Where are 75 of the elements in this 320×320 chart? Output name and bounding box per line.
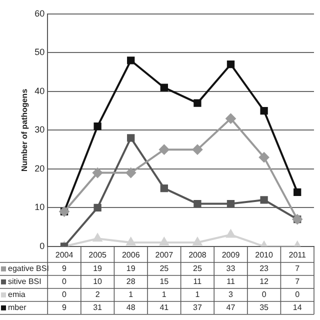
point <box>259 152 270 162</box>
data-label: 0 <box>62 277 68 286</box>
data-label: 25 <box>160 264 170 274</box>
data-label: 25 <box>193 264 202 274</box>
x-tick-label: 2005 <box>88 250 108 260</box>
y-tick-label: 60 <box>34 8 45 18</box>
data-label: 47 <box>226 303 236 312</box>
y-tick-label: 10 <box>34 202 45 212</box>
data-label: 41 <box>160 303 170 312</box>
legend-label: sitive BSI <box>8 277 42 286</box>
data-label: 31 <box>93 303 103 312</box>
point <box>127 134 135 142</box>
point <box>94 204 102 212</box>
point <box>226 114 236 124</box>
y-tick-label: 0 <box>40 240 45 251</box>
data-label: 2 <box>95 290 100 300</box>
data-label: 48 <box>126 303 136 312</box>
x-tick-label: 2006 <box>122 250 140 260</box>
x-tick-label: 2010 <box>255 250 274 260</box>
point <box>294 188 302 196</box>
data-label: 35 <box>260 303 270 312</box>
data-label: 23 <box>260 264 270 274</box>
data-label: 19 <box>93 264 103 274</box>
point <box>260 196 268 204</box>
data-label: 33 <box>226 264 236 274</box>
y-axis-title: Number of pathogens <box>20 88 30 172</box>
point <box>226 230 236 238</box>
data-label: 14 <box>292 303 302 312</box>
data-label: 11 <box>226 277 236 286</box>
data-label: 7 <box>295 264 300 274</box>
point <box>192 238 202 246</box>
data-label: 28 <box>126 277 136 286</box>
point <box>194 99 202 107</box>
y-tick-label: 30 <box>34 124 45 135</box>
y-tick-label: 50 <box>34 47 45 58</box>
y-tick-label: 20 <box>34 163 45 174</box>
y-tick-label: 40 <box>34 86 45 96</box>
point <box>126 168 136 178</box>
data-label: 12 <box>260 277 270 286</box>
data-label: 11 <box>193 277 202 286</box>
point <box>93 234 102 242</box>
data-label: 1 <box>162 290 167 300</box>
x-tick-label: 2011 <box>288 250 307 260</box>
point <box>126 238 136 246</box>
point <box>260 107 268 115</box>
data-label: 1 <box>195 290 200 300</box>
point <box>226 200 235 208</box>
data-label: 0 <box>295 290 300 300</box>
legend-label: mber <box>8 303 27 312</box>
point <box>160 84 168 92</box>
point <box>127 56 135 64</box>
x-tick-label: 2009 <box>222 250 240 260</box>
point <box>92 168 103 178</box>
point <box>194 200 202 208</box>
point <box>159 144 170 155</box>
x-tick-label: 2007 <box>155 250 174 260</box>
point <box>226 60 235 68</box>
data-label: 19 <box>126 264 136 274</box>
data-label: 7 <box>295 277 300 286</box>
legend-label: emia <box>8 290 26 300</box>
data-label: 0 <box>62 290 68 300</box>
point <box>160 184 168 192</box>
point <box>192 144 202 155</box>
x-tick-label: 2004 <box>55 250 74 260</box>
data-label: 10 <box>93 277 103 286</box>
point <box>94 122 102 130</box>
data-label: 15 <box>160 277 170 286</box>
data-label: 9 <box>62 264 68 274</box>
data-label: 1 <box>128 290 134 300</box>
data-label: 3 <box>228 290 234 300</box>
data-label: 0 <box>262 290 267 300</box>
x-tick-label: 2008 <box>188 250 207 260</box>
point <box>160 238 169 246</box>
data-label: 9 <box>62 303 68 312</box>
data-label: 37 <box>193 303 202 312</box>
